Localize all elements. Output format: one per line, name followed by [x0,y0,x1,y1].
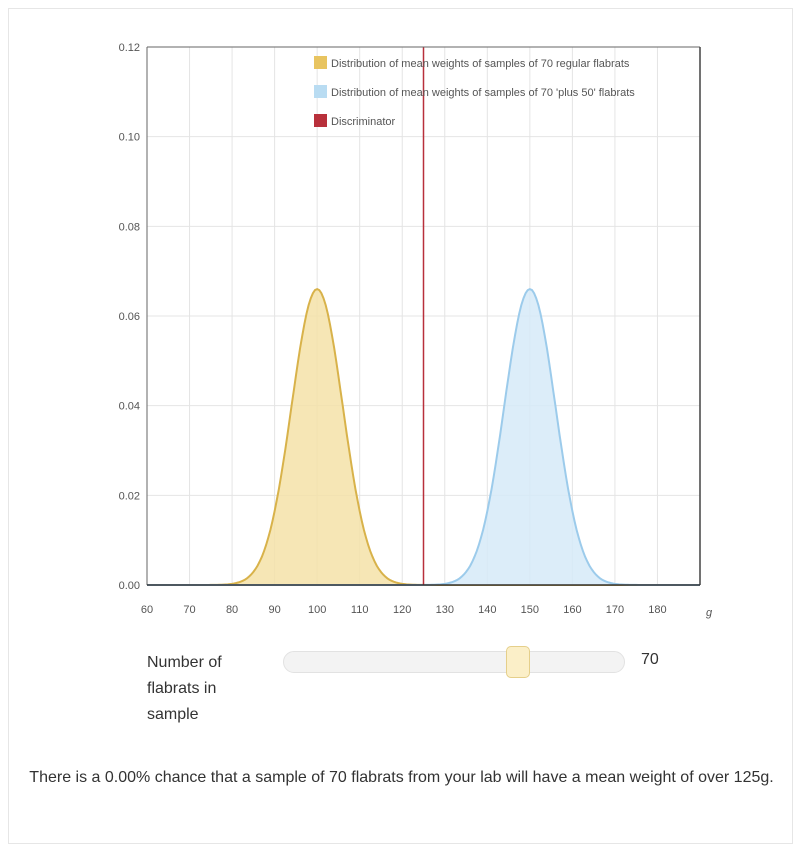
x-tick-label: 100 [308,604,326,616]
axes: 60 70 80 90 100 110 120 130 140 150 160 170 180 g 0.00… [119,42,713,619]
x-tick-label: 120 [393,604,411,616]
slider-value: 70 [641,651,659,668]
x-tick-label: 80 [226,604,238,616]
y-tick-label: 0.10 [119,132,140,144]
x-tick-label: 60 [141,604,153,616]
legend: Distribution of mean weights of samples … [314,56,635,128]
y-tick-label: 0.04 [119,401,140,413]
x-tick-label: 160 [563,604,581,616]
legend-swatch [314,56,327,69]
widget-frame [8,8,793,844]
x-tick-label: 180 [648,604,666,616]
sample-size-slider-handle[interactable] [505,646,530,678]
x-tick-label: 140 [478,604,496,616]
x-tick-label: 110 [351,604,369,616]
series-area [147,289,700,585]
legend-label: Distribution of mean weights of samples … [331,87,635,99]
x-tick-label: 130 [436,604,454,616]
y-tick-label: 0.12 [119,42,140,54]
legend-swatch [314,114,327,127]
y-tick-label: 0.08 [119,221,140,233]
x-tick-label: 170 [606,604,624,616]
series-area [147,289,700,585]
y-tick-label: 0.00 [119,580,140,592]
legend-swatch [314,85,327,98]
slider-label: Number of flabrats in sample [147,654,222,723]
result-text: There is a 0.00% chance that a sample of… [29,769,774,786]
legend-label: Discriminator [331,116,396,128]
x-tick-label: 70 [183,604,195,616]
x-tick-label: 90 [268,604,280,616]
x-unit-label: g [706,607,713,619]
y-tick-label: 0.02 [119,490,140,502]
legend-label: Distribution of mean weights of samples … [331,58,630,70]
sample-size-slider-track[interactable] [283,651,625,673]
distribution-chart: 60 70 80 90 100 110 120 130 140 150 160 170 180 g 0.00… [119,42,713,619]
x-tick-label: 150 [521,604,539,616]
y-tick-label: 0.06 [119,311,140,323]
